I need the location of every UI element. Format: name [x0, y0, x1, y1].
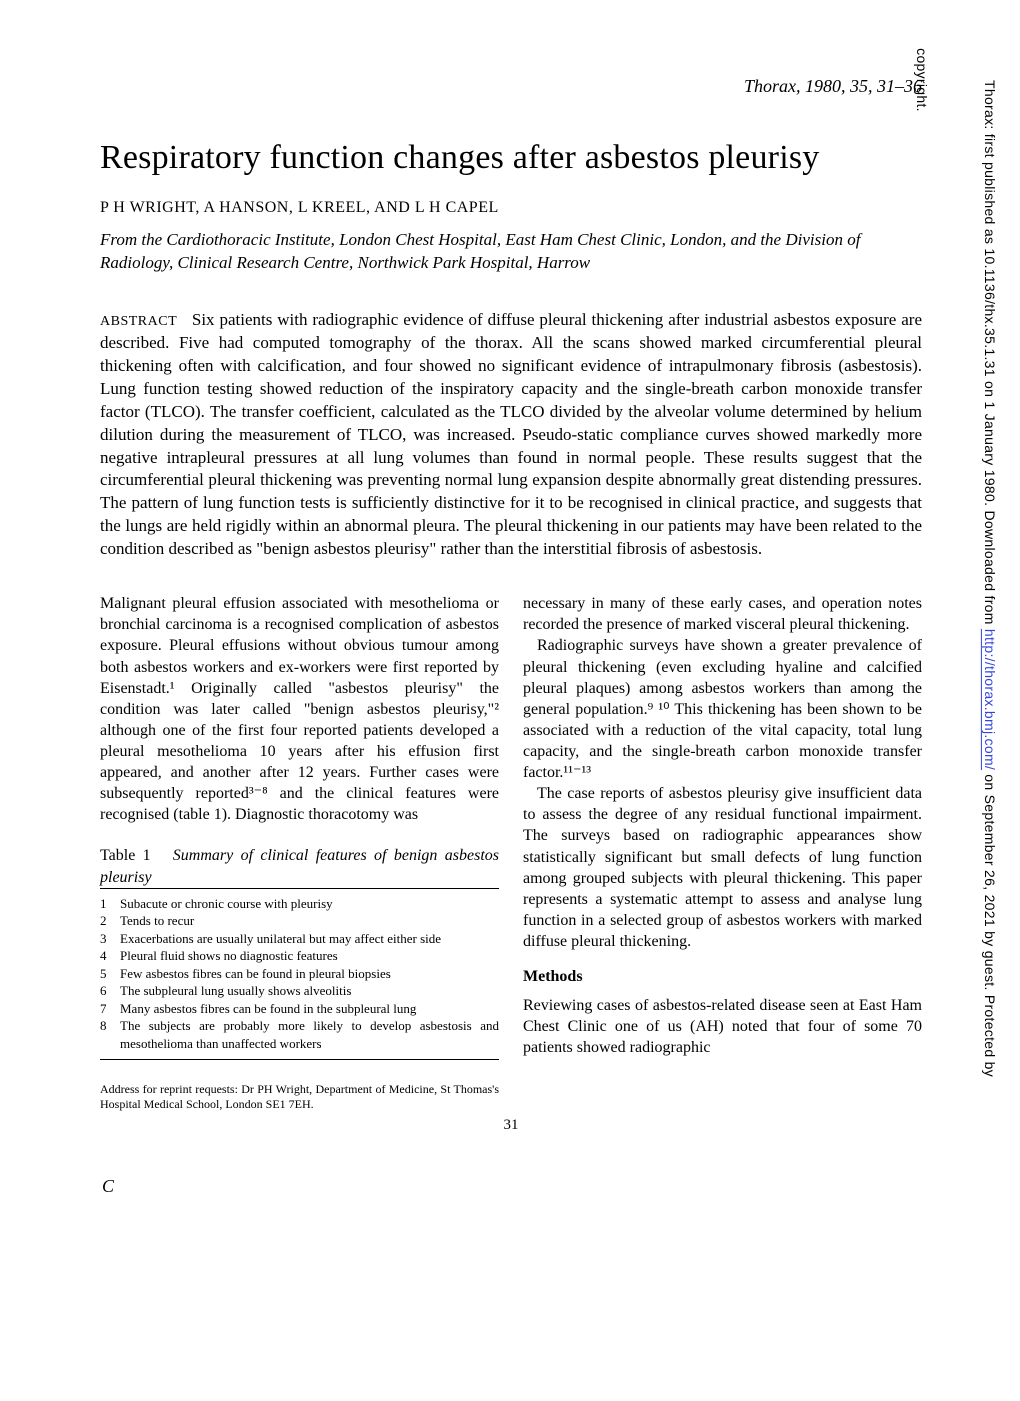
section-heading-methods: Methods: [523, 966, 922, 987]
body-paragraph: Reviewing cases of asbestos-related dise…: [523, 995, 922, 1058]
table-row: 6The subpleural lung usually shows alveo…: [100, 982, 499, 1000]
table-row: 5Few asbestos fibres can be found in ple…: [100, 965, 499, 983]
body-paragraph: necessary in many of these early cases, …: [523, 593, 922, 635]
body-paragraph: Malignant pleural effusion associated wi…: [100, 593, 499, 825]
body-paragraph: The case reports of asbestos pleurisy gi…: [523, 783, 922, 952]
table-row: 8The subjects are probably more likely t…: [100, 1017, 499, 1052]
page: Thorax, 1980, 35, 31–36 Respiratory func…: [0, 0, 1020, 1247]
table-title: Summary of clinical features of benign a…: [100, 847, 499, 885]
table-row: 7Many asbestos fibres can be found in th…: [100, 1000, 499, 1018]
abstract-text: Six patients with radiographic evidence …: [100, 310, 922, 558]
body-columns: Malignant pleural effusion associated wi…: [100, 593, 922, 1113]
article-title: Respiratory function changes after asbes…: [100, 139, 922, 177]
abstract: ABSTRACT Six patients with radiographic …: [100, 309, 922, 561]
body-paragraph: Radiographic surveys have shown a greate…: [523, 635, 922, 783]
page-number: 31: [100, 1117, 922, 1134]
affiliation: From the Cardiothoracic Institute, Londo…: [100, 229, 922, 275]
footer-mark: C: [102, 1176, 922, 1197]
journal-header: Thorax, 1980, 35, 31–36: [100, 76, 922, 97]
table-row: 3Exacerbations are usually unilateral bu…: [100, 930, 499, 948]
table-row: 2Tends to recur: [100, 912, 499, 930]
table-1: 1Subacute or chronic course with pleuris…: [100, 888, 499, 1060]
table-caption: Table 1 Summary of clinical features of …: [100, 845, 499, 887]
table-row: 4Pleural fluid shows no diagnostic featu…: [100, 947, 499, 965]
authors: P H WRIGHT, A HANSON, L KREEL, AND L H C…: [100, 199, 922, 217]
reprint-address: Address for reprint requests: Dr PH Wrig…: [100, 1082, 499, 1113]
right-column: necessary in many of these early cases, …: [523, 593, 922, 1113]
left-column: Malignant pleural effusion associated wi…: [100, 593, 499, 1113]
table-label: Table 1: [100, 847, 151, 864]
table-row: 1Subacute or chronic course with pleuris…: [100, 895, 499, 913]
abstract-label: ABSTRACT: [100, 314, 177, 329]
